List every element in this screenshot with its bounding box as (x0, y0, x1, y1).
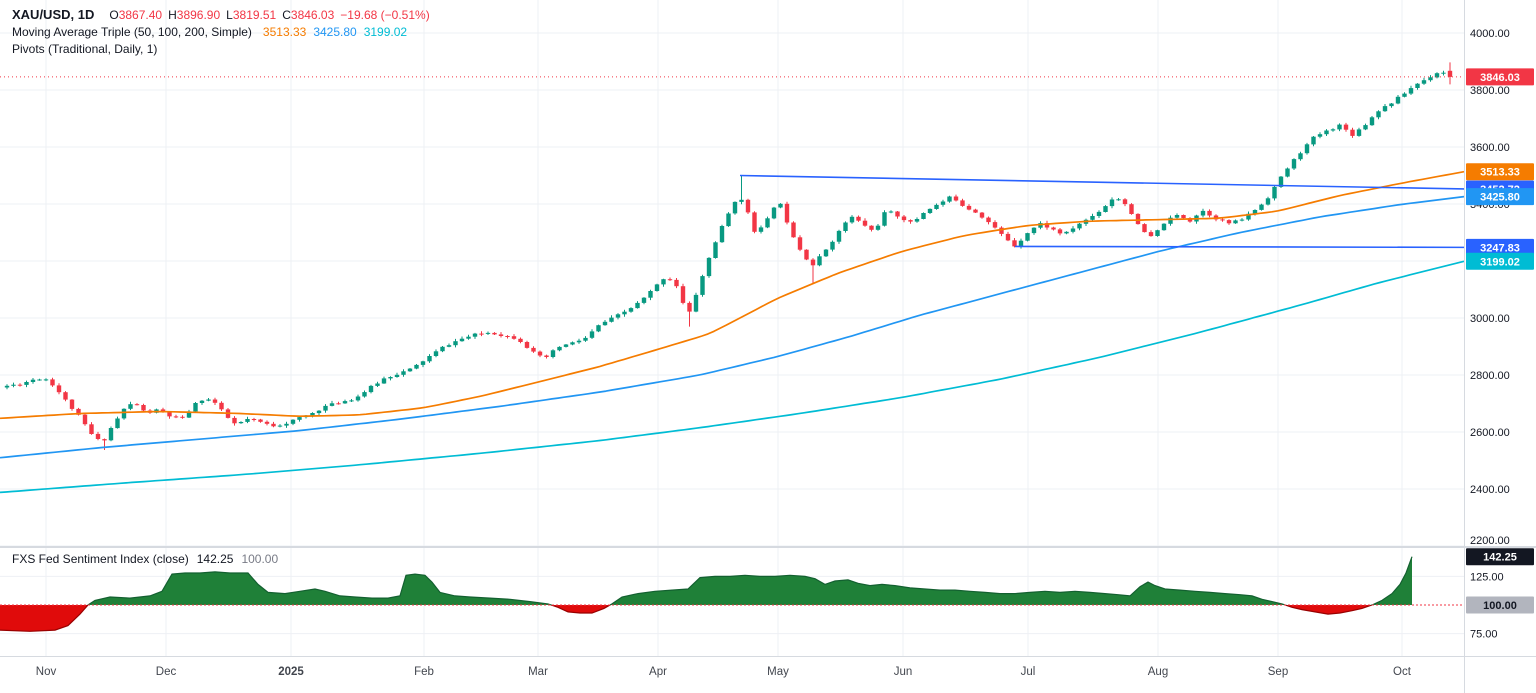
trendlines (739, 174, 1465, 249)
svg-text:4000.00: 4000.00 (1470, 28, 1510, 40)
svg-text:Mar: Mar (528, 666, 548, 678)
svg-text:75.00: 75.00 (1470, 629, 1498, 641)
ohlc-high-value: 3896.90 (176, 8, 221, 22)
price-badge (1466, 188, 1534, 206)
svg-text:3000.00: 3000.00 (1470, 313, 1510, 325)
ohlc-low-value: 3819.51 (232, 8, 277, 22)
main-legend: XAU/USD, 1D O3867.40 H3896.90 L3819.51 C3846… (12, 6, 430, 58)
svg-text:3199.02: 3199.02 (1480, 256, 1520, 268)
ohlc-open-value: 3867.40 (118, 8, 163, 22)
moving-average-lines (0, 170, 1465, 494)
ma-line-SMA-200 (0, 260, 1465, 494)
svg-text:3247.83: 3247.83 (1480, 242, 1520, 254)
sentiment-value: 142.25 (196, 552, 234, 566)
price-badge (1466, 68, 1534, 86)
price-badge (1466, 252, 1534, 270)
ma200-value: 3199.02 (363, 25, 408, 39)
svg-text:3846.03: 3846.03 (1480, 72, 1520, 84)
change-value: −19.68 (−0.51%) (340, 8, 430, 22)
svg-text:Apr: Apr (649, 666, 667, 678)
svg-text:Sep: Sep (1268, 666, 1288, 678)
ma-indicator-title: Moving Average Triple (50, 100, 200, Sim… (12, 25, 252, 39)
svg-text:2600.00: 2600.00 (1470, 427, 1510, 439)
svg-text:3600.00: 3600.00 (1470, 142, 1510, 154)
price-badge (1466, 238, 1534, 256)
svg-text:Feb: Feb (414, 666, 434, 678)
ma50-value: 3513.33 (262, 25, 307, 39)
svg-text:Dec: Dec (156, 666, 177, 678)
svg-text:142.25: 142.25 (1483, 552, 1517, 564)
ma100-value: 3425.80 (313, 25, 357, 39)
svg-text:May: May (767, 666, 789, 678)
time-axis[interactable]: Nov Dec 2025 Feb Mar Apr May Jun Jul Aug Sep Oct (36, 666, 1412, 678)
sentiment-area-series (0, 556, 1464, 632)
ma-line-SMA-50 (0, 170, 1465, 420)
symbol-legend-row[interactable]: XAU/USD, 1D O3867.40 H3896.90 L3819.51 C3846… (12, 6, 430, 24)
ohlc-high-label: H (168, 8, 177, 22)
sentiment-title: FXS Fed Sentiment Index (close) (12, 552, 189, 566)
sentiment-baseline-value: 100.00 (241, 552, 279, 566)
svg-text:2200.00: 2200.00 (1470, 535, 1510, 547)
ohlc-close-value: 3846.03 (290, 8, 335, 22)
pivots-legend-row[interactable]: Pivots (Traditional, Daily, 1) (12, 41, 430, 58)
ma-legend-row[interactable]: Moving Average Triple (50, 100, 200, Sim… (12, 24, 430, 41)
svg-text:3800.00: 3800.00 (1470, 85, 1510, 97)
price-axis[interactable]: 4000.003800.003600.003400.003200.003000.… (1466, 28, 1534, 641)
price-badge (1466, 163, 1534, 181)
svg-text:2400.00: 2400.00 (1470, 484, 1510, 496)
pivots-indicator-title: Pivots (Traditional, Daily, 1) (12, 42, 158, 56)
svg-text:Nov: Nov (36, 666, 57, 678)
svg-text:3425.80: 3425.80 (1480, 192, 1520, 204)
svg-text:2800.00: 2800.00 (1470, 370, 1510, 382)
symbol-title: XAU/USD, 1D (12, 7, 95, 22)
ohlc-close-label: C (282, 8, 291, 22)
svg-text:2025: 2025 (278, 666, 304, 678)
ma-line-SMA-100 (0, 195, 1465, 459)
candlestick-series (4, 62, 1453, 450)
svg-text:Aug: Aug (1148, 666, 1168, 678)
ohlc-low-label: L (226, 8, 233, 22)
price-badge (1466, 548, 1534, 566)
sentiment-legend[interactable]: FXS Fed Sentiment Index (close) 142.25 100… (12, 551, 278, 568)
svg-text:Jul: Jul (1021, 666, 1036, 678)
svg-text:Oct: Oct (1393, 666, 1412, 678)
svg-text:125.00: 125.00 (1470, 571, 1504, 583)
ohlc-open-label: O (109, 8, 119, 22)
svg-text:3513.33: 3513.33 (1480, 167, 1520, 179)
svg-text:Jun: Jun (894, 666, 913, 678)
svg-text:100.00: 100.00 (1483, 600, 1517, 612)
price-badge (1466, 596, 1534, 614)
